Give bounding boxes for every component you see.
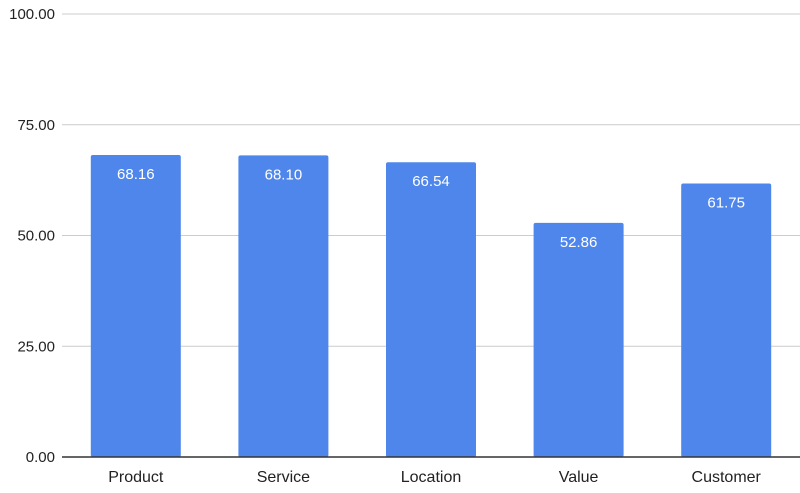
data-label-location: 66.54 <box>412 173 450 190</box>
data-label-service: 68.10 <box>265 166 303 183</box>
x-tick-label-location: Location <box>401 469 462 486</box>
y-tick-label-1: 25.00 <box>17 338 55 355</box>
bar-product <box>90 155 181 457</box>
x-tick-label-service: Service <box>257 469 310 486</box>
y-axis-tick-labels: 0.00 25.00 50.00 75.00 100.00 <box>9 6 55 466</box>
data-label-customer: 61.75 <box>707 194 745 211</box>
bars: 68.16 68.10 66.54 52.86 61.75 <box>90 155 772 458</box>
bar-customer <box>681 183 772 457</box>
x-tick-label-customer: Customer <box>692 469 762 486</box>
y-tick-label-0: 0.00 <box>26 449 55 466</box>
x-tick-label-product: Product <box>108 469 164 486</box>
y-tick-label-2: 50.00 <box>17 228 55 245</box>
x-axis-category-labels: Product Service Location Value Customer <box>108 469 761 486</box>
bar-service <box>238 155 329 457</box>
bar-location <box>386 162 476 458</box>
y-tick-label-4: 100.00 <box>9 6 55 23</box>
y-tick-label-3: 75.00 <box>17 117 55 134</box>
data-label-value: 52.86 <box>560 234 598 251</box>
data-label-product: 68.16 <box>117 166 155 183</box>
bar-value <box>533 222 624 457</box>
x-tick-label-value: Value <box>559 469 599 486</box>
